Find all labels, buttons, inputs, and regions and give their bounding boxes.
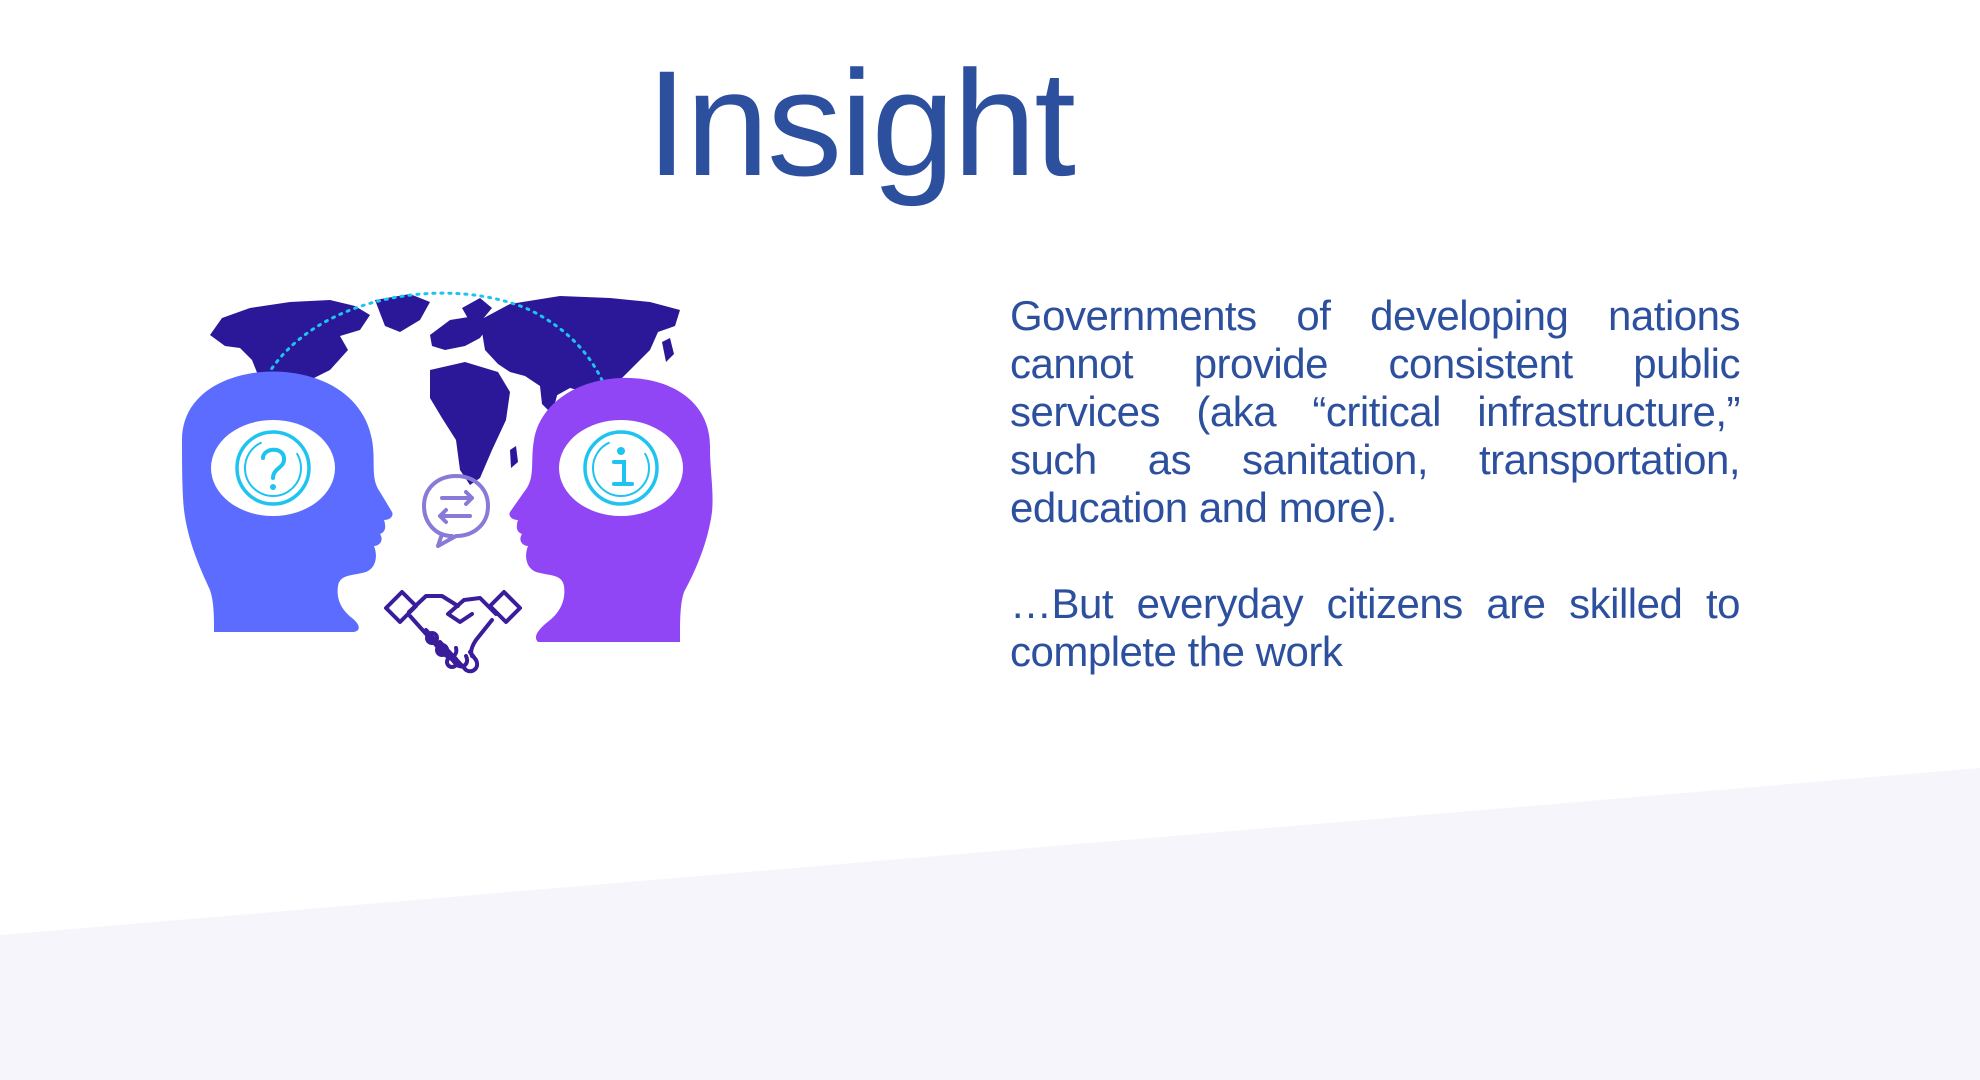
head-right-icon — [509, 377, 713, 642]
insight-paragraph: …But everyday citizens are skilled to co… — [1010, 580, 1741, 675]
info-icon — [583, 430, 659, 506]
handshake-icon — [384, 590, 522, 674]
head-left-icon — [182, 371, 393, 632]
chat-exchange-icon — [422, 474, 490, 548]
slide-title: Insight — [646, 39, 1076, 207]
insight-illustration — [182, 291, 713, 674]
question-icon — [235, 430, 311, 506]
insight-paragraph: Governments of developing nations cannot… — [1010, 292, 1741, 531]
connection-arc — [250, 291, 612, 414]
insight-body: Governments of developing nations cannot… — [1010, 292, 1741, 676]
